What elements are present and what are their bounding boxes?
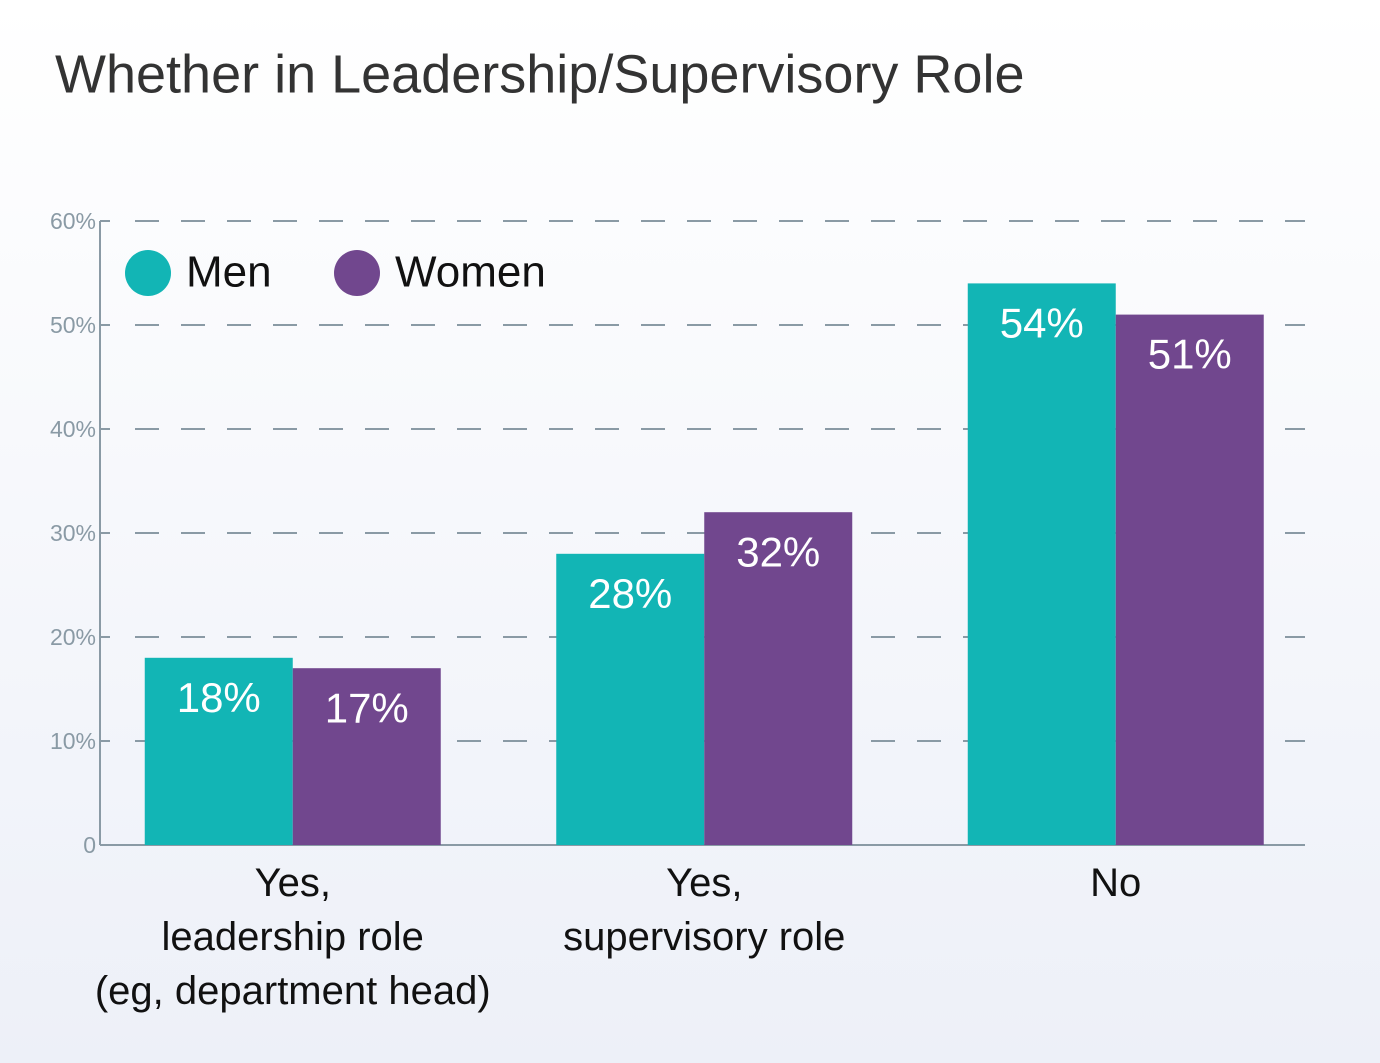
value-label: 51% <box>1148 331 1232 378</box>
value-label: 54% <box>1000 299 1084 346</box>
bar <box>1115 314 1264 846</box>
legend-label: Women <box>395 248 546 297</box>
x-tick-label: No <box>1090 861 1141 905</box>
bar <box>704 512 853 845</box>
y-tick-label: 0 <box>83 832 96 858</box>
value-label: 28% <box>588 570 672 617</box>
bar <box>144 657 293 845</box>
value-label: 17% <box>325 684 409 731</box>
y-tick-label: 60% <box>50 208 96 234</box>
chart-title: Whether in Leadership/Supervisory Role <box>55 44 1025 104</box>
y-tick-label: 20% <box>50 624 96 650</box>
bar <box>967 283 1116 845</box>
y-tick-label: 40% <box>50 416 96 442</box>
legend-swatch <box>125 250 171 296</box>
bar <box>292 668 441 845</box>
value-label: 18% <box>177 674 261 721</box>
x-tick-label: Yes, leadership role (eg, department head) <box>95 861 491 1013</box>
y-tick-label: 50% <box>50 312 96 338</box>
value-label: 32% <box>736 528 820 575</box>
y-tick-label: 30% <box>50 520 96 546</box>
legend-label: Men <box>186 248 272 297</box>
bar <box>556 553 705 845</box>
y-tick-label: 10% <box>50 728 96 754</box>
legend-swatch <box>334 250 380 296</box>
x-tick-label: Yes, supervisory role <box>563 861 845 959</box>
